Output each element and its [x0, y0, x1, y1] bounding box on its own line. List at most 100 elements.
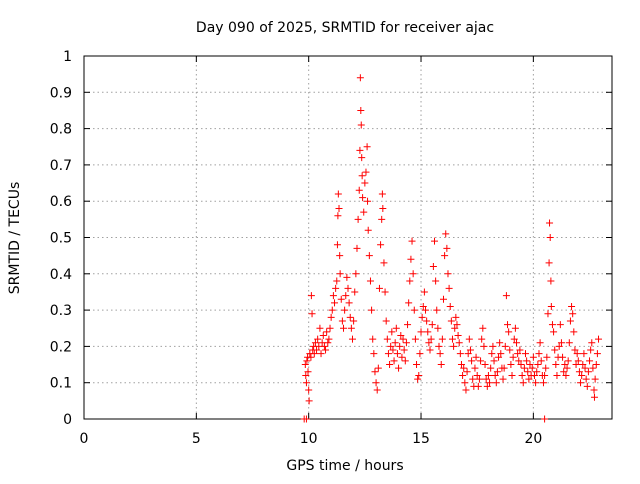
- data-point: [454, 332, 462, 340]
- data-point: [556, 321, 564, 329]
- data-point: [431, 237, 439, 245]
- data-point: [472, 353, 480, 361]
- data-point: [434, 324, 442, 332]
- y-tick-label: 1: [63, 49, 72, 65]
- data-point: [363, 143, 371, 151]
- data-point: [492, 379, 500, 387]
- data-point: [390, 357, 398, 365]
- data-point: [533, 368, 541, 376]
- data-point: [548, 321, 556, 329]
- data-point: [459, 371, 467, 379]
- data-point: [595, 335, 603, 343]
- data-point: [532, 379, 540, 387]
- data-point: [443, 244, 451, 252]
- data-point: [334, 190, 342, 198]
- data-point: [448, 335, 456, 343]
- data-point: [575, 368, 583, 376]
- data-point: [395, 364, 403, 372]
- y-tick-label: 0.4: [50, 267, 72, 283]
- data-point: [482, 375, 490, 383]
- data-point: [509, 353, 517, 361]
- data-point: [419, 302, 427, 310]
- data-point: [380, 259, 388, 267]
- data-point: [514, 350, 522, 358]
- y-tick-label: 0.8: [50, 122, 72, 138]
- data-point: [354, 215, 362, 223]
- data-point: [404, 321, 412, 329]
- data-point: [391, 339, 399, 347]
- data-point: [357, 121, 365, 129]
- data-point: [372, 379, 380, 387]
- data-point: [373, 386, 381, 394]
- data-point: [320, 342, 328, 350]
- data-point: [484, 371, 492, 379]
- data-point: [536, 339, 544, 347]
- data-point: [435, 342, 443, 350]
- data-point: [500, 364, 508, 372]
- data-point: [507, 361, 515, 369]
- data-point: [587, 346, 595, 354]
- data-point: [332, 284, 340, 292]
- data-point: [353, 244, 361, 252]
- data-point: [352, 270, 360, 278]
- data-point: [333, 277, 341, 285]
- data-point: [450, 342, 458, 350]
- data-point: [488, 350, 496, 358]
- data-point: [348, 335, 356, 343]
- data-point: [356, 146, 364, 154]
- data-point: [534, 361, 542, 369]
- data-point: [301, 361, 309, 369]
- data-point: [341, 306, 349, 314]
- data-point: [583, 382, 591, 390]
- data-point: [446, 302, 454, 310]
- data-point: [547, 302, 555, 310]
- data-point: [424, 328, 432, 336]
- data-point: [580, 350, 588, 358]
- y-axis-label: SRMTID / TECUs: [7, 182, 23, 295]
- data-point: [505, 328, 513, 336]
- data-point: [304, 368, 312, 376]
- data-point: [502, 292, 510, 300]
- data-point: [422, 306, 430, 314]
- data-point: [452, 313, 460, 321]
- data-point: [420, 288, 428, 296]
- data-point: [451, 324, 459, 332]
- x-tick-label: 0: [80, 431, 89, 447]
- x-tick-label: 15: [412, 431, 430, 447]
- data-point: [496, 339, 504, 347]
- data-point: [566, 317, 574, 325]
- data-point: [539, 379, 547, 387]
- data-point: [344, 284, 352, 292]
- data-point: [388, 328, 396, 336]
- data-point: [333, 241, 341, 249]
- data-point: [526, 361, 534, 369]
- data-point: [562, 371, 570, 379]
- data-point: [327, 313, 335, 321]
- y-tick-label: 0.1: [50, 376, 72, 392]
- data-point: [520, 364, 528, 372]
- data-point: [519, 379, 527, 387]
- data-point: [544, 310, 552, 318]
- data-point: [314, 335, 322, 343]
- data-point: [508, 371, 516, 379]
- data-point: [571, 346, 579, 354]
- data-point: [462, 386, 470, 394]
- data-point: [418, 313, 426, 321]
- data-point: [497, 350, 505, 358]
- data-point: [445, 284, 453, 292]
- data-point: [383, 335, 391, 343]
- data-point: [371, 368, 379, 376]
- data-point: [444, 270, 452, 278]
- data-point: [303, 357, 311, 365]
- data-point: [523, 357, 531, 365]
- x-tick-label: 5: [192, 431, 201, 447]
- data-point: [560, 368, 568, 376]
- data-point: [552, 361, 560, 369]
- data-point: [439, 295, 447, 303]
- data-points: [300, 74, 603, 423]
- data-point: [465, 335, 473, 343]
- data-point: [358, 172, 366, 180]
- data-point: [377, 241, 385, 249]
- data-point: [530, 371, 538, 379]
- data-point: [362, 168, 370, 176]
